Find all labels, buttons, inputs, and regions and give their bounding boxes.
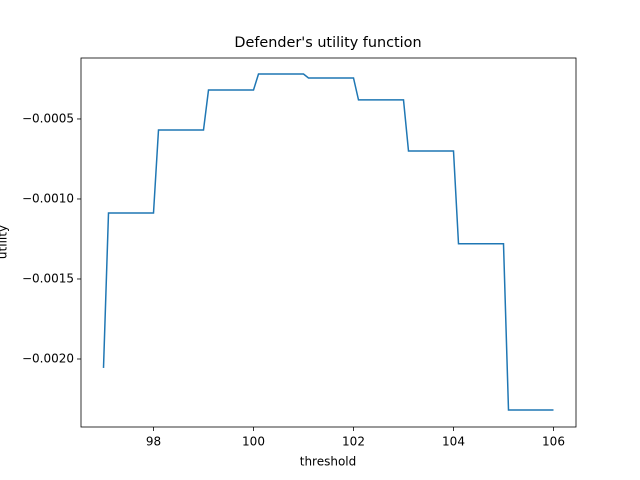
x-tick-label: 98 [146,435,161,449]
y-tick-label: −0.0015 [22,271,74,285]
x-tick-label: 102 [342,435,365,449]
x-tick-label: 100 [242,435,265,449]
y-tick-label: −0.0010 [22,191,74,205]
y-tick-label: −0.0005 [22,111,74,125]
y-tick-label: −0.0020 [22,351,74,365]
chart-title: Defender's utility function [234,35,421,51]
x-tick-label: 106 [542,435,565,449]
x-axis-label: threshold [300,455,357,469]
x-tick-label: 104 [442,435,465,449]
y-axis-label: utility [0,225,10,259]
axes-frame [80,57,577,428]
data-line [102,73,554,411]
